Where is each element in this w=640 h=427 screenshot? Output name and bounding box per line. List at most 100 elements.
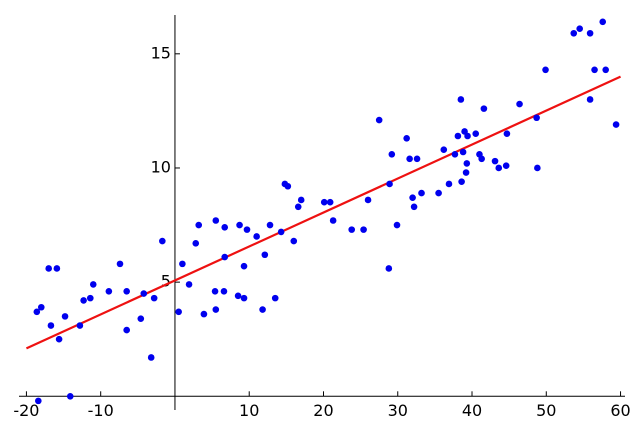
point — [586, 29, 594, 37]
point — [612, 121, 620, 128]
point — [326, 198, 334, 206]
point — [105, 287, 113, 295]
point — [200, 310, 208, 318]
point — [440, 146, 448, 154]
point — [221, 224, 229, 231]
point — [459, 148, 467, 156]
point — [89, 281, 97, 288]
point — [185, 281, 193, 288]
x-tick-label: 30 — [388, 401, 408, 420]
point — [35, 397, 42, 405]
point — [212, 306, 220, 313]
point — [33, 308, 41, 316]
point — [385, 265, 393, 272]
point — [435, 189, 442, 197]
point — [403, 134, 410, 142]
fit-line — [25, 75, 622, 350]
point — [409, 194, 416, 201]
point — [192, 240, 200, 247]
point — [37, 303, 45, 311]
point — [502, 162, 510, 169]
point — [297, 196, 305, 204]
point — [495, 164, 503, 172]
point — [284, 182, 292, 190]
point — [45, 265, 53, 272]
y-tick-label: 15 — [151, 43, 171, 62]
point — [576, 25, 583, 32]
point — [86, 294, 94, 302]
point — [150, 294, 158, 302]
point — [570, 29, 578, 37]
point — [375, 116, 383, 124]
point — [212, 217, 220, 224]
point — [240, 294, 248, 302]
x-tick-label: 60 — [610, 401, 630, 420]
point — [458, 178, 465, 185]
point — [599, 18, 607, 26]
point — [159, 237, 166, 245]
point — [478, 155, 485, 163]
point — [47, 322, 55, 329]
point — [463, 160, 471, 167]
point — [66, 393, 74, 400]
x-tick-label: -20 — [13, 401, 39, 420]
point — [533, 114, 540, 122]
x-tick-label: 20 — [313, 401, 333, 420]
point — [137, 315, 145, 322]
point — [320, 198, 328, 206]
point — [472, 130, 480, 138]
point — [329, 217, 337, 224]
point — [123, 287, 130, 295]
point — [80, 297, 87, 304]
point — [410, 203, 418, 211]
point — [454, 132, 462, 140]
point — [221, 253, 229, 261]
point — [240, 262, 248, 270]
point — [406, 155, 413, 163]
point — [175, 308, 182, 316]
point — [261, 251, 269, 259]
point — [586, 96, 594, 103]
point — [55, 335, 63, 343]
point — [116, 260, 124, 268]
point — [462, 169, 470, 176]
point — [480, 105, 488, 112]
x-tick-label: 40 — [462, 401, 482, 420]
point — [211, 287, 219, 295]
point — [457, 96, 465, 103]
x-tick-label: -10 — [88, 401, 114, 420]
point — [542, 66, 549, 74]
point — [503, 130, 511, 138]
point — [451, 150, 459, 158]
point — [236, 221, 243, 229]
point — [61, 313, 69, 320]
point — [243, 226, 251, 233]
point — [195, 221, 203, 229]
y-tick-label: 10 — [151, 157, 171, 176]
point — [534, 164, 541, 172]
point — [290, 237, 298, 245]
point — [53, 265, 61, 272]
point — [360, 226, 367, 233]
point — [418, 189, 425, 197]
point — [445, 180, 453, 188]
point — [464, 132, 471, 140]
point — [123, 326, 130, 334]
point — [179, 260, 186, 268]
point — [253, 233, 260, 240]
y-tick-label: 5 — [161, 272, 171, 291]
point — [393, 221, 401, 229]
x-tick-label: 50 — [536, 401, 556, 420]
point — [364, 196, 372, 204]
x-tick-label: 10 — [239, 401, 259, 420]
point — [294, 203, 302, 211]
point — [76, 322, 84, 329]
point — [591, 66, 598, 74]
point — [140, 290, 148, 297]
point — [266, 221, 274, 229]
point — [271, 294, 279, 302]
point — [259, 306, 266, 313]
point — [277, 228, 285, 236]
point — [516, 100, 523, 108]
